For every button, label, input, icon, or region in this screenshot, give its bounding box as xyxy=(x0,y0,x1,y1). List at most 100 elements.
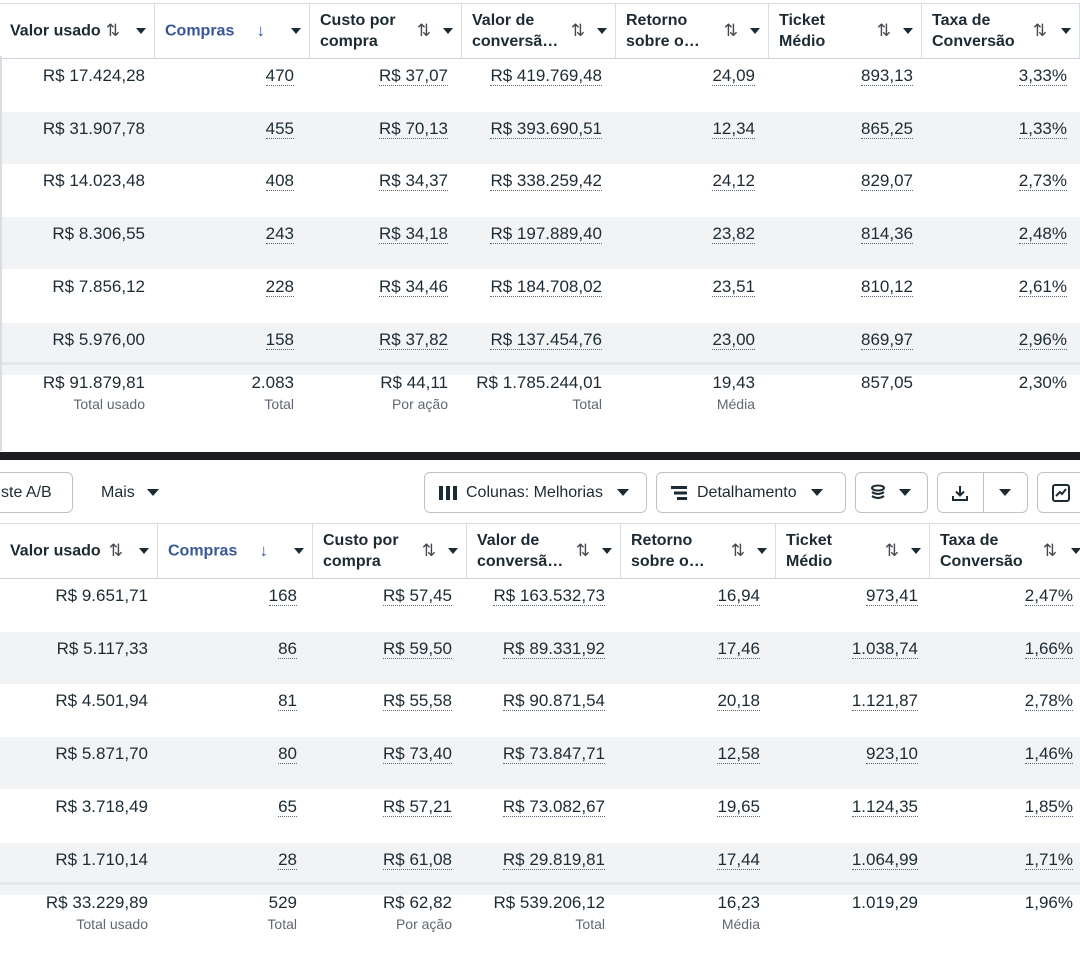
chevron-down-icon[interactable] xyxy=(291,28,301,34)
cell-purchases[interactable]: 65 xyxy=(278,790,297,842)
cell-purchases[interactable]: 243 xyxy=(265,217,294,269)
sort-icon[interactable]: ⇅ xyxy=(108,541,123,560)
cell-cost-per-purchase[interactable]: R$ 55,58 xyxy=(383,684,452,736)
cell-roas[interactable]: 17,44 xyxy=(717,843,760,895)
chevron-down-icon[interactable] xyxy=(136,28,146,34)
sort-icon[interactable]: ⇅ xyxy=(570,21,585,40)
cell-cost-per-purchase[interactable]: R$ 73,40 xyxy=(383,737,452,789)
cell-roas[interactable]: 17,46 xyxy=(717,632,760,684)
export-dropdown[interactable] xyxy=(984,473,1028,512)
sort-icon[interactable]: ⇅ xyxy=(105,21,120,40)
cell-conversion-value[interactable]: R$ 419.769,48 xyxy=(490,59,602,111)
cell-avg-ticket[interactable]: 1.121,87 xyxy=(851,684,918,736)
column-header-avg-ticket[interactable]: Ticket Médio ⇅ xyxy=(769,4,922,58)
sort-icon[interactable]: ⇅ xyxy=(876,21,891,40)
cell-roas[interactable]: 23,51 xyxy=(712,270,755,322)
cell-conversion-rate[interactable]: 1,66% xyxy=(1024,632,1073,684)
cell-purchases[interactable]: 28 xyxy=(278,843,297,895)
cell-purchases[interactable]: 86 xyxy=(278,632,297,684)
column-header-conversion-rate[interactable]: Taxa de Conversão ⇅ xyxy=(930,524,1080,578)
cell-roas[interactable]: 24,12 xyxy=(712,164,755,216)
cell-purchases[interactable]: 470 xyxy=(265,59,294,111)
cell-avg-ticket[interactable]: 1.038,74 xyxy=(851,632,918,684)
cell-conversion-value[interactable]: R$ 184.708,02 xyxy=(490,270,602,322)
sort-icon[interactable]: ⇅ xyxy=(575,541,590,560)
breakdown-dropdown[interactable]: Detalhamento xyxy=(656,472,846,513)
column-header-cost-per-purchase[interactable]: Custo por compra ⇅ xyxy=(310,4,462,58)
cell-purchases[interactable]: 455 xyxy=(265,112,294,164)
column-header-avg-ticket[interactable]: Ticket Médio ⇅ xyxy=(776,524,930,578)
column-header-spent[interactable]: Valor usado ⇅ xyxy=(0,4,155,58)
sort-descending-icon[interactable]: ↓ xyxy=(259,541,269,560)
cell-conversion-rate[interactable]: 3,33% xyxy=(1018,59,1067,111)
column-header-roas[interactable]: Retorno sobre o… ⇅ xyxy=(621,524,776,578)
cell-roas[interactable]: 12,34 xyxy=(712,112,755,164)
cell-conversion-value[interactable]: R$ 163.532,73 xyxy=(493,579,605,631)
cell-roas[interactable]: 23,82 xyxy=(712,217,755,269)
column-header-spent[interactable]: Valor usado ⇅ xyxy=(0,524,158,578)
chevron-down-icon[interactable] xyxy=(448,548,458,554)
cell-avg-ticket[interactable]: 893,13 xyxy=(861,59,913,111)
cell-avg-ticket[interactable]: 923,10 xyxy=(866,737,918,789)
sort-icon[interactable]: ⇅ xyxy=(730,541,745,560)
chevron-down-icon[interactable] xyxy=(1061,28,1071,34)
cell-purchases[interactable]: 408 xyxy=(265,164,294,216)
cell-avg-ticket[interactable]: 814,36 xyxy=(861,217,913,269)
export-button[interactable] xyxy=(938,473,984,512)
cell-roas[interactable]: 19,65 xyxy=(717,790,760,842)
column-header-conversion-value[interactable]: Valor de conversã… ⇅ xyxy=(467,524,621,578)
cell-conversion-rate[interactable]: 2,78% xyxy=(1024,684,1073,736)
cell-roas[interactable]: 20,18 xyxy=(717,684,760,736)
sort-descending-icon[interactable]: ↓ xyxy=(256,21,266,40)
cell-avg-ticket[interactable]: 869,97 xyxy=(861,323,913,375)
cell-conversion-rate[interactable]: 2,73% xyxy=(1018,164,1067,216)
cell-purchases[interactable]: 80 xyxy=(278,737,297,789)
chevron-down-icon[interactable] xyxy=(1071,548,1080,554)
cell-conversion-rate[interactable]: 2,47% xyxy=(1024,579,1073,631)
cell-conversion-value[interactable]: R$ 90.871,54 xyxy=(502,684,605,736)
cell-avg-ticket[interactable]: 973,41 xyxy=(866,579,918,631)
cell-conversion-rate[interactable]: 1,85% xyxy=(1024,790,1073,842)
cell-purchases[interactable]: 158 xyxy=(265,323,294,375)
cell-roas[interactable]: 23,00 xyxy=(712,323,755,375)
chevron-down-icon[interactable] xyxy=(750,28,760,34)
column-header-purchases[interactable]: Compras ↓ xyxy=(155,4,310,58)
cell-conversion-value[interactable]: R$ 89.331,92 xyxy=(502,632,605,684)
cell-conversion-value[interactable]: R$ 73.847,71 xyxy=(502,737,605,789)
cell-conversion-rate[interactable]: 2,48% xyxy=(1018,217,1067,269)
cell-avg-ticket[interactable]: 1.124,35 xyxy=(851,790,918,842)
cell-conversion-value[interactable]: R$ 338.259,42 xyxy=(490,164,602,216)
column-header-roas[interactable]: Retorno sobre o… ⇅ xyxy=(616,4,769,58)
cell-conversion-value[interactable]: R$ 137.454,76 xyxy=(490,323,602,375)
chevron-down-icon[interactable] xyxy=(294,548,304,554)
cell-cost-per-purchase[interactable]: R$ 59,50 xyxy=(383,632,452,684)
cell-cost-per-purchase[interactable]: R$ 61,08 xyxy=(383,843,452,895)
cell-roas[interactable]: 16,94 xyxy=(717,579,760,631)
cell-cost-per-purchase[interactable]: R$ 34,18 xyxy=(379,217,448,269)
sort-icon[interactable]: ⇅ xyxy=(421,541,436,560)
sort-icon[interactable]: ⇅ xyxy=(884,541,899,560)
cell-purchases[interactable]: 228 xyxy=(265,270,294,322)
column-header-conversion-value[interactable]: Valor de conversã… ⇅ xyxy=(462,4,616,58)
chevron-down-icon[interactable] xyxy=(443,28,453,34)
more-dropdown[interactable]: Mais xyxy=(101,472,159,513)
cell-cost-per-purchase[interactable]: R$ 37,07 xyxy=(379,59,448,111)
sort-icon[interactable]: ⇅ xyxy=(1032,21,1047,40)
charts-button[interactable] xyxy=(1037,472,1080,513)
ab-test-button[interactable]: ste A/B xyxy=(0,472,73,513)
cell-conversion-rate[interactable]: 1,33% xyxy=(1018,112,1067,164)
cell-cost-per-purchase[interactable]: R$ 37,82 xyxy=(379,323,448,375)
cell-avg-ticket[interactable]: 1.064,99 xyxy=(851,843,918,895)
cell-conversion-rate[interactable]: 2,61% xyxy=(1018,270,1067,322)
sort-icon[interactable]: ⇅ xyxy=(1042,541,1057,560)
cell-conversion-rate[interactable]: 1,46% xyxy=(1024,737,1073,789)
cell-avg-ticket[interactable]: 865,25 xyxy=(861,112,913,164)
columns-dropdown[interactable]: Colunas: Melhorias xyxy=(424,472,647,513)
cell-cost-per-purchase[interactable]: R$ 57,21 xyxy=(383,790,452,842)
sort-icon[interactable]: ⇅ xyxy=(723,21,738,40)
cell-roas[interactable]: 12,58 xyxy=(717,737,760,789)
cell-conversion-rate[interactable]: 2,96% xyxy=(1018,323,1067,375)
chevron-down-icon[interactable] xyxy=(903,28,913,34)
cell-roas[interactable]: 24,09 xyxy=(712,59,755,111)
cell-conversion-value[interactable]: R$ 73.082,67 xyxy=(502,790,605,842)
